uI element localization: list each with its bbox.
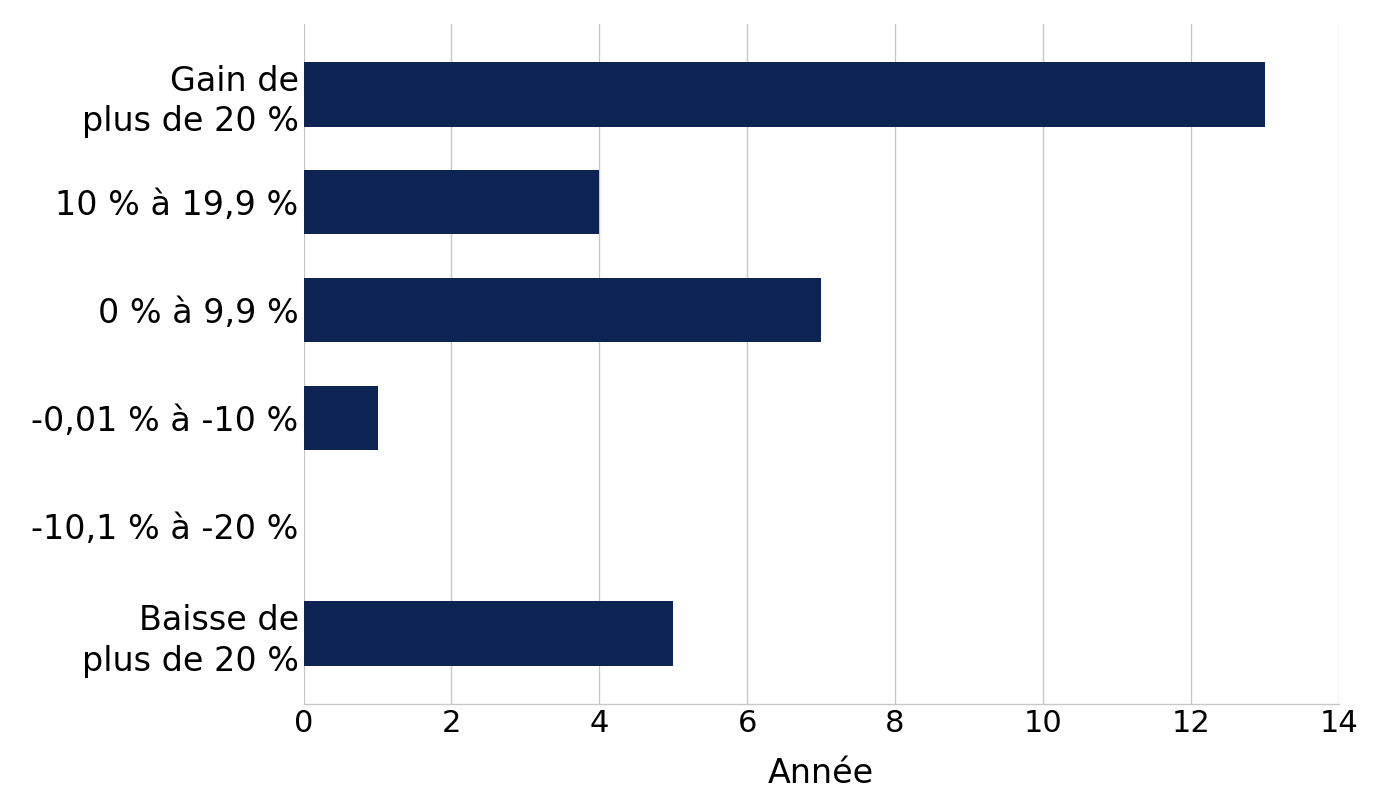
- Bar: [304, 602, 673, 666]
- Bar: [304, 170, 599, 234]
- Bar: [304, 386, 378, 450]
- Bar: [304, 278, 821, 342]
- Bar: [304, 62, 1264, 126]
- X-axis label: Année: Année: [769, 758, 874, 790]
